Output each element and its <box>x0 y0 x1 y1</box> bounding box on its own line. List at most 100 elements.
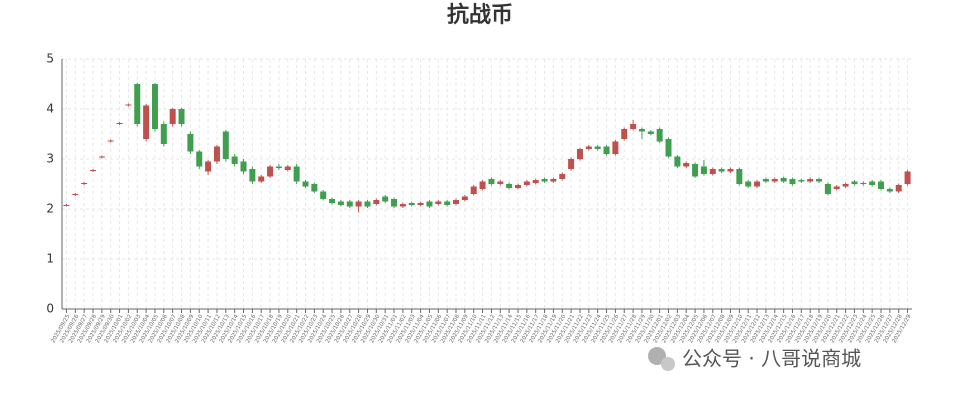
candle-body <box>187 134 194 152</box>
candle-body <box>364 201 371 207</box>
candle-body <box>692 164 699 177</box>
candle-body <box>594 146 601 149</box>
candle-body <box>851 181 858 184</box>
candle-body <box>647 131 654 134</box>
candle-body <box>461 196 468 200</box>
candle-body <box>824 184 831 194</box>
watermark-icon <box>648 347 666 365</box>
candle-body <box>718 169 725 172</box>
candle-body <box>833 186 840 189</box>
candle-body <box>178 109 185 124</box>
candle-body <box>878 181 885 189</box>
candle-body <box>576 149 583 159</box>
candle-body <box>665 139 672 157</box>
candle-body <box>754 181 761 187</box>
candle-body <box>886 189 893 192</box>
chart-title: 抗战币 <box>447 2 513 28</box>
candle-body <box>700 166 707 174</box>
candle-body <box>470 186 477 194</box>
candle-body <box>523 181 530 185</box>
candle-body <box>869 181 876 185</box>
candle-body <box>709 169 716 174</box>
candle-body <box>807 179 814 182</box>
candle-body <box>842 184 849 187</box>
candle-body <box>107 140 114 142</box>
candle-body <box>81 183 88 184</box>
candle-body <box>621 129 628 139</box>
candle-body <box>275 166 282 168</box>
candle-body <box>860 183 867 184</box>
candle-body <box>125 104 132 106</box>
candle-body <box>222 131 229 159</box>
candle-body <box>488 179 495 184</box>
candle-body <box>603 146 610 154</box>
candle-body <box>169 109 176 124</box>
candle-body <box>98 156 105 158</box>
watermark: 公众号 · 八哥说商城 <box>682 347 861 371</box>
y-tick-label: 4 <box>46 102 54 116</box>
candle-body <box>762 179 769 182</box>
candle-body <box>559 174 566 179</box>
candle-body <box>231 156 238 164</box>
candle-body <box>320 191 327 199</box>
candle-body <box>293 166 300 182</box>
candle-body <box>550 179 557 182</box>
candle-body <box>160 124 167 144</box>
y-tick-label: 0 <box>46 302 54 316</box>
candle-body <box>771 179 778 182</box>
candle-body <box>355 201 362 207</box>
candle-body <box>346 201 353 207</box>
candle-body <box>89 170 96 171</box>
candle-body <box>267 166 274 177</box>
candle-body <box>311 184 318 192</box>
candle-body <box>683 163 690 167</box>
candle-body <box>63 205 70 206</box>
candle-body <box>134 84 141 124</box>
candle-body <box>426 201 433 207</box>
candle-body <box>382 196 389 202</box>
candle-body <box>630 124 637 129</box>
candle-body <box>258 176 265 182</box>
candle-body <box>284 166 291 170</box>
candle-body <box>674 156 681 167</box>
candle-body <box>568 159 575 169</box>
candle-body <box>143 105 150 139</box>
candle-body <box>816 179 823 182</box>
watermark-icon <box>661 357 675 371</box>
candle-body <box>435 201 442 204</box>
candle-body <box>638 129 645 132</box>
candle-body <box>514 185 521 188</box>
candle-body <box>373 200 380 204</box>
candle-body <box>302 181 309 187</box>
candle-body <box>249 169 256 182</box>
candle-body <box>789 179 796 184</box>
candle-body <box>72 194 79 195</box>
candle-body <box>444 201 451 205</box>
candle-body <box>399 204 406 207</box>
candle-body <box>727 169 734 172</box>
y-tick-label: 2 <box>46 202 54 216</box>
candle-body <box>453 200 460 204</box>
candle-body <box>329 199 336 203</box>
candle-body <box>116 123 123 124</box>
candle-body <box>497 181 504 184</box>
candle-body <box>391 199 398 207</box>
candle-body <box>541 179 548 182</box>
candle-body <box>205 161 212 172</box>
candle-body <box>904 171 911 184</box>
candle-body <box>736 169 743 184</box>
y-tick-label: 1 <box>46 252 54 266</box>
candle-body <box>612 141 619 154</box>
candle-body <box>408 203 415 205</box>
candle-body <box>656 129 663 142</box>
y-tick-label: 5 <box>46 52 54 66</box>
candle-body <box>506 184 513 188</box>
candle-body <box>151 84 158 129</box>
candle-body <box>532 180 539 183</box>
candle-body <box>417 203 424 205</box>
candle-body <box>240 161 247 172</box>
candle-body <box>745 181 752 187</box>
candle-body <box>780 178 787 182</box>
candle-body <box>895 185 902 192</box>
